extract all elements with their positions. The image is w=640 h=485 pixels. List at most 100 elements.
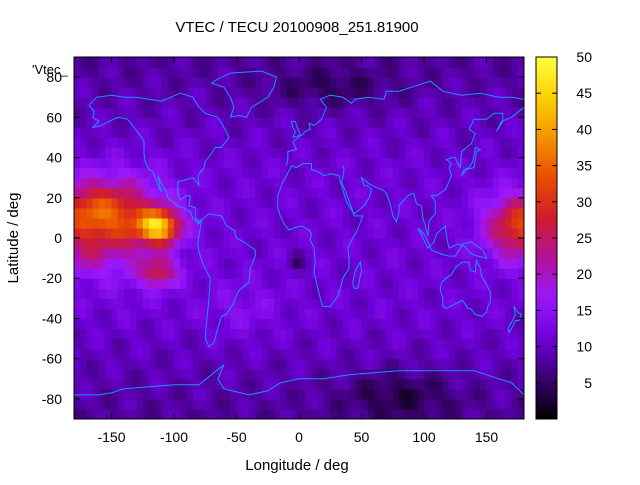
- heatmap-cell: [142, 97, 150, 108]
- heatmap-cell: [299, 388, 306, 400]
- heatmap-cell: [186, 107, 194, 118]
- heatmap-cell: [217, 248, 225, 259]
- heatmap-cell: [299, 97, 306, 108]
- heatmap-cell: [180, 227, 188, 239]
- heatmap-cell: [505, 328, 513, 340]
- heatmap-cell: [317, 338, 325, 350]
- heatmap-cell: [492, 348, 500, 360]
- heatmap-cell: [411, 398, 419, 410]
- heatmap-cell: [180, 338, 188, 350]
- heatmap-cell: [349, 248, 356, 259]
- heatmap-cell: [167, 57, 175, 68]
- heatmap-cell: [255, 167, 263, 179]
- heatmap-cell: [486, 207, 494, 219]
- heatmap-cell: [330, 398, 338, 410]
- heatmap-cell: [280, 197, 288, 209]
- heatmap-cell: [155, 127, 163, 139]
- heatmap-cell: [436, 338, 444, 350]
- heatmap-cell: [449, 398, 456, 410]
- heatmap-cell: [305, 87, 313, 98]
- heatmap-cell: [467, 217, 475, 229]
- heatmap-cell: [267, 388, 275, 400]
- heatmap-cell: [136, 338, 144, 350]
- heatmap-cell: [280, 328, 288, 340]
- heatmap-cell: [355, 207, 363, 219]
- heatmap-cell: [230, 177, 238, 189]
- heatmap-cell: [111, 157, 119, 169]
- heatmap-cell: [242, 117, 250, 128]
- heatmap-cell: [211, 87, 219, 98]
- heatmap-cell: [230, 398, 238, 410]
- heatmap-cell: [442, 278, 450, 289]
- heatmap-cell: [199, 278, 206, 289]
- heatmap-cell: [224, 177, 231, 189]
- heatmap-cell: [486, 107, 494, 118]
- heatmap-cell: [80, 278, 88, 289]
- heatmap-cell: [505, 388, 513, 400]
- heatmap-cell: [230, 57, 238, 68]
- heatmap-cell: [255, 408, 263, 419]
- heatmap-cell: [436, 308, 444, 320]
- heatmap-cell: [517, 127, 524, 139]
- heatmap-cell: [480, 177, 488, 189]
- heatmap-cell: [305, 288, 313, 299]
- heatmap-cell: [292, 258, 300, 269]
- heatmap-cell: [274, 288, 281, 299]
- heatmap-cell: [455, 408, 463, 419]
- heatmap-cell: [174, 278, 181, 289]
- heatmap-cell: [142, 348, 150, 360]
- heatmap-cell: [492, 207, 500, 219]
- heatmap-cell: [217, 197, 225, 209]
- heatmap-cell: [511, 77, 519, 88]
- heatmap-cell: [474, 328, 481, 340]
- heatmap-cell: [74, 318, 81, 330]
- heatmap-cell: [336, 378, 344, 390]
- heatmap-cell: [155, 298, 163, 309]
- heatmap-cell: [155, 117, 163, 128]
- heatmap-cell: [430, 147, 438, 159]
- heatmap-cell: [292, 157, 300, 169]
- heatmap-cell: [80, 338, 88, 350]
- heatmap-cell: [380, 338, 388, 350]
- heatmap-cell: [405, 358, 413, 370]
- heatmap-cell: [430, 87, 438, 98]
- heatmap-cell: [186, 117, 194, 128]
- heatmap-cell: [136, 288, 144, 299]
- heatmap-cell: [299, 187, 306, 199]
- heatmap-cell: [111, 147, 119, 159]
- heatmap-cell: [205, 147, 213, 159]
- heatmap-cell: [355, 97, 363, 108]
- heatmap-cell: [317, 268, 325, 279]
- heatmap-cell: [430, 67, 438, 78]
- heatmap-cell: [336, 368, 344, 380]
- heatmap-cell: [142, 248, 150, 259]
- heatmap-cell: [317, 97, 325, 108]
- heatmap-cell: [317, 348, 325, 360]
- heatmap-cell: [224, 207, 231, 219]
- heatmap-cell: [480, 87, 488, 98]
- heatmap-cell: [280, 368, 288, 380]
- heatmap-cell: [405, 157, 413, 169]
- heatmap-cell: [155, 177, 163, 189]
- heatmap-cell: [449, 328, 456, 340]
- heatmap-cell: [217, 127, 225, 139]
- heatmap-cell: [205, 288, 213, 299]
- heatmap-cell: [211, 288, 219, 299]
- heatmap-cell: [205, 207, 213, 219]
- heatmap-cell: [124, 197, 131, 209]
- heatmap-cell: [349, 87, 356, 98]
- heatmap-cell: [449, 77, 456, 88]
- heatmap-cell: [280, 107, 288, 118]
- heatmap-cell: [511, 97, 519, 108]
- heatmap-cell: [455, 57, 463, 68]
- heatmap-cell: [505, 187, 513, 199]
- heatmap-cell: [449, 187, 456, 199]
- heatmap-cell: [311, 97, 319, 108]
- heatmap-cell: [242, 127, 250, 139]
- heatmap-cell: [367, 227, 375, 239]
- heatmap-cell: [361, 77, 369, 88]
- heatmap-cell: [161, 107, 169, 118]
- heatmap-cell: [467, 308, 475, 320]
- heatmap-cell: [461, 348, 469, 360]
- heatmap-cell: [342, 77, 350, 88]
